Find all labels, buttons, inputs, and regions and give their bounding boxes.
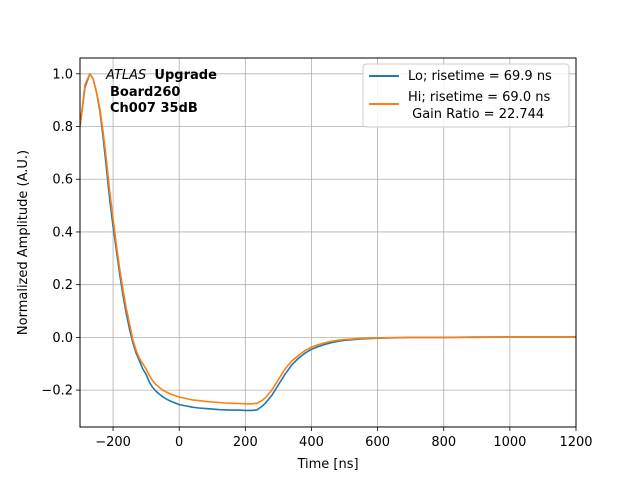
y-tick-label: −0.2 <box>41 384 73 399</box>
svg-text:ATLAS Upgrade: ATLAS Upgrade <box>105 68 217 83</box>
y-tick-label: 1.0 <box>52 67 73 82</box>
annotation-channel: Ch007 35dB <box>110 101 198 116</box>
x-tick-label: 1200 <box>559 435 592 450</box>
legend-frame <box>362 63 570 128</box>
y-tick-label: 0.0 <box>52 331 73 346</box>
x-tick-label: 800 <box>431 435 456 450</box>
x-tick-label: 400 <box>299 435 324 450</box>
x-axis-label: Time [ns] <box>296 457 358 472</box>
x-tick-label: 200 <box>233 435 258 450</box>
plot-frame <box>79 57 577 428</box>
annotation-board: Board260 <box>110 85 180 100</box>
x-tick-label: 1000 <box>493 435 526 450</box>
legend-label-gain-ratio: Gain Ratio = 22.744 <box>408 107 544 122</box>
x-tick-label: 600 <box>365 435 390 450</box>
series-layer <box>80 73 576 412</box>
legend: Lo; risetime = 69.9 ns Hi; risetime = 69… <box>362 63 570 128</box>
annotation-upgrade: Upgrade <box>154 68 217 83</box>
y-axis-label: Normalized Amplitude (A.U.) <box>16 150 31 335</box>
x-tick-label: −200 <box>95 435 131 450</box>
legend-label-hi: Hi; risetime = 69.0 ns <box>408 90 550 105</box>
y-tick-label: 0.4 <box>52 225 73 240</box>
y-tick-label: 0.2 <box>52 278 73 293</box>
annotation-atlas: ATLAS <box>105 68 146 83</box>
atlas-annotation: ATLAS Upgrade Board260 Ch007 35dB <box>105 68 217 116</box>
x-tick-label: 0 <box>175 435 183 450</box>
legend-label-lo: Lo; risetime = 69.9 ns <box>408 69 552 84</box>
y-tick-label: 0.6 <box>52 173 73 188</box>
series-line-hi <box>80 73 576 405</box>
ticks: −200 0 200 400 600 800 1000 1200 −0.2 0.0 0.2 0.4 0.… <box>41 67 592 450</box>
y-tick-label: 0.8 <box>52 120 73 135</box>
